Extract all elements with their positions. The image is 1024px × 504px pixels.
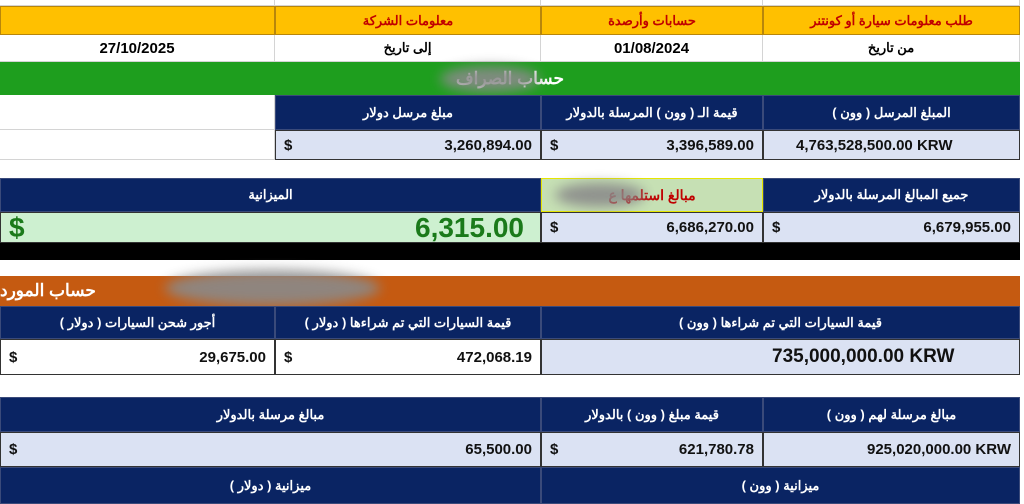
redaction-blur	[165, 270, 380, 306]
request-info-button[interactable]: طلب معلومات سيارة أو كونتنر	[763, 6, 1020, 35]
budget-header: الميزانية	[0, 178, 541, 212]
currency-symbol: $	[9, 441, 18, 458]
currency-symbol: $	[550, 136, 559, 154]
received-value: 6,686,270.00	[666, 219, 754, 236]
all-sent-cell[interactable]: $6,679,955.00	[763, 212, 1020, 243]
grid-cell	[0, 95, 275, 130]
redaction-blur	[440, 66, 540, 92]
cars-usd-value: 472,068.19	[456, 348, 532, 366]
shipping-cell[interactable]: $29,675.00	[0, 339, 275, 375]
budget-cell[interactable]: $6,315.00	[0, 212, 541, 243]
sent-usd-value: 3,260,894.00	[444, 136, 532, 154]
col-cars-won-header: قيمة السيارات التي تم شراءها ( وون )	[541, 306, 1020, 339]
col-sent-usd-header: مبالغ مرسلة بالدولار	[0, 397, 541, 432]
currency-symbol: $	[9, 211, 25, 243]
col-sent-usd-header: مبلغ مرسل دولار	[275, 95, 541, 130]
sent-won-cell[interactable]: 4,763,528,500.00 KRW	[763, 130, 1020, 160]
won-usd-cell[interactable]: $3,396,589.00	[541, 130, 763, 160]
separator-bar	[0, 243, 1020, 260]
accounts-button[interactable]: حسابات وأرصدة	[541, 6, 763, 35]
cars-usd-cell[interactable]: $472,068.19	[275, 339, 541, 375]
to-date-value[interactable]: 27/10/2025	[0, 35, 275, 62]
from-date-label: من تاريخ	[763, 35, 1020, 62]
col-cars-usd-header: قيمة السيارات التي تم شراءها ( دولار )	[275, 306, 541, 339]
received-cell[interactable]: $6,686,270.00	[541, 212, 763, 243]
grid-cell	[275, 0, 541, 6]
supplier-won-usd-value: 621,780.78	[678, 441, 754, 458]
col-shipping-header: أجور شحن السيارات ( دولار )	[0, 306, 275, 339]
budget-value: 6,315.00	[415, 211, 524, 243]
col-won-usd-header: قيمة مبلغ ( وون ) بالدولار	[541, 397, 763, 432]
grid-cell	[0, 130, 275, 160]
currency-symbol: $	[9, 348, 18, 366]
budget-usd-header: ميزانية ( دولار )	[0, 467, 541, 504]
shipping-value: 29,675.00	[199, 348, 266, 366]
supplier-won-usd-cell[interactable]: $621,780.78	[541, 432, 763, 467]
won-usd-value: 3,396,589.00	[666, 136, 754, 154]
currency-symbol: $	[284, 348, 293, 366]
currency-symbol: $	[550, 441, 559, 458]
budget-won-header: ميزانية ( وون )	[541, 467, 1020, 504]
col-won-usd-header: قيمة الـ ( وون ) المرسلة بالدولار	[541, 95, 763, 130]
grid-cell	[763, 0, 1020, 6]
header-empty-cell[interactable]	[0, 6, 275, 35]
supplier-sent-usd-value: 65,500.00	[465, 441, 532, 458]
from-date-value[interactable]: 01/08/2024	[541, 35, 763, 62]
currency-symbol: $	[284, 136, 293, 154]
grid-cell	[541, 0, 763, 6]
to-date-label: إلى تاريخ	[275, 35, 541, 62]
supplier-sent-usd-cell[interactable]: $65,500.00	[0, 432, 541, 467]
currency-symbol: $	[550, 219, 559, 236]
supplier-account-title: حساب المورد	[0, 276, 1020, 306]
all-sent-header: جميع المبالغ المرسلة بالدولار	[763, 178, 1020, 212]
supplier-sent-won-cell[interactable]: 925,020,000.00 KRW	[763, 432, 1020, 467]
all-sent-value: 6,679,955.00	[923, 219, 1011, 236]
company-info-button[interactable]: معلومات الشركة	[275, 6, 541, 35]
col-sent-won-header: المبلغ المرسل ( وون )	[763, 95, 1020, 130]
grid-cell	[0, 0, 275, 6]
currency-symbol: $	[772, 219, 781, 236]
sent-usd-cell[interactable]: $3,260,894.00	[275, 130, 541, 160]
redaction-blur	[555, 183, 645, 207]
col-sent-won-header: مبالغ مرسلة لهم ( وون )	[763, 397, 1020, 432]
cars-won-cell[interactable]: 735,000,000.00 KRW	[541, 339, 1020, 375]
